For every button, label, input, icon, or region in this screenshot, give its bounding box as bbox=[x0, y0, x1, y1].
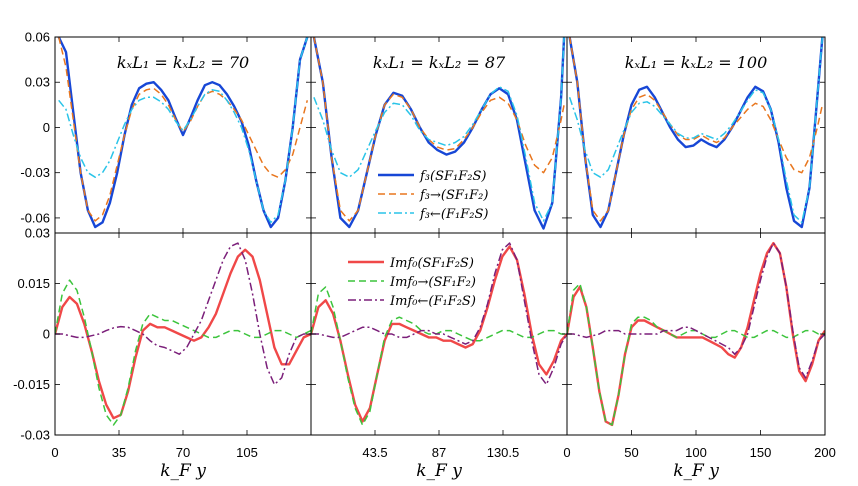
figure-canvas: 0.060.030-0.03-0.06kₓL₁ = kₓL₂ = 70 kₓL₁ … bbox=[0, 0, 858, 486]
x-tick-label: 200 bbox=[814, 445, 836, 460]
panel-frame-r1-c2 bbox=[567, 233, 825, 435]
y-tick-label: 0.06 bbox=[25, 30, 50, 45]
y-tick-label: 0.015 bbox=[17, 276, 50, 291]
y-tick-label: 0.03 bbox=[25, 75, 50, 90]
y-tick-label: 0.03 bbox=[25, 226, 50, 241]
series-line-r1-c2-s0 bbox=[567, 243, 825, 425]
panel-title: kₓL₁ = kₓL₂ = 87 bbox=[373, 53, 506, 72]
tick-layer bbox=[55, 37, 825, 435]
x-tick-label: 70 bbox=[176, 445, 190, 460]
panel-title: kₓL₁ = kₓL₂ = 100 bbox=[625, 53, 768, 72]
x-tick-label: 50 bbox=[624, 445, 638, 460]
y-tick-label: -0.015 bbox=[13, 377, 50, 392]
panel-title: kₓL₁ = kₓL₂ = 70 bbox=[117, 53, 249, 72]
legend-label-r0-0: f₃(SF₁F₂S) bbox=[419, 169, 486, 184]
x-axis-label: k_F y bbox=[160, 461, 206, 481]
x-tick-label: 100 bbox=[685, 445, 707, 460]
y-tick-label: 0 bbox=[43, 120, 50, 135]
x-axis-label: k_F y bbox=[673, 461, 719, 481]
x-tick-label: 105 bbox=[236, 445, 258, 460]
y-tick-label: 0 bbox=[43, 327, 50, 342]
series-layer bbox=[55, 37, 825, 425]
x-tick-label: 87 bbox=[432, 445, 446, 460]
legend-label-r1-2: Imf₀←(F₁F₂S) bbox=[389, 294, 476, 309]
x-tick-label: 35 bbox=[112, 445, 126, 460]
panel-frames-layer bbox=[55, 37, 825, 435]
x-axis-label: k_F y bbox=[416, 461, 462, 481]
series-line-r1-c2-s2 bbox=[567, 243, 825, 378]
series-line-r1-c0-s0 bbox=[55, 250, 311, 418]
legend-label-r1-1: Imf₀→(SF₁F₂) bbox=[389, 275, 476, 290]
x-tick-label: 0 bbox=[563, 445, 570, 460]
legend-label-r0-2: f₃←(F₁F₂S) bbox=[419, 207, 488, 222]
legend-label-r0-1: f₃→(SF₁F₂) bbox=[419, 188, 488, 203]
y-tick-label: -0.06 bbox=[20, 210, 50, 225]
y-tick-label: -0.03 bbox=[20, 165, 50, 180]
legend-label-r1-0: Imf₀(SF₁F₂S) bbox=[389, 256, 474, 271]
x-tick-label: 0 bbox=[51, 445, 58, 460]
x-tick-label: 150 bbox=[750, 445, 772, 460]
x-tick-label: 130.5 bbox=[487, 445, 520, 460]
y-tick-label: -0.03 bbox=[20, 428, 50, 443]
series-line-r1-c0-s1 bbox=[55, 280, 311, 425]
series-line-r1-c2-s1 bbox=[567, 284, 825, 425]
x-tick-label: 43.5 bbox=[362, 445, 387, 460]
legend-layer: f₃(SF₁F₂S) f₃→(SF₁F₂) f₃←(F₁F₂S) Imf₀(SF₁F₂… bbox=[348, 169, 488, 309]
